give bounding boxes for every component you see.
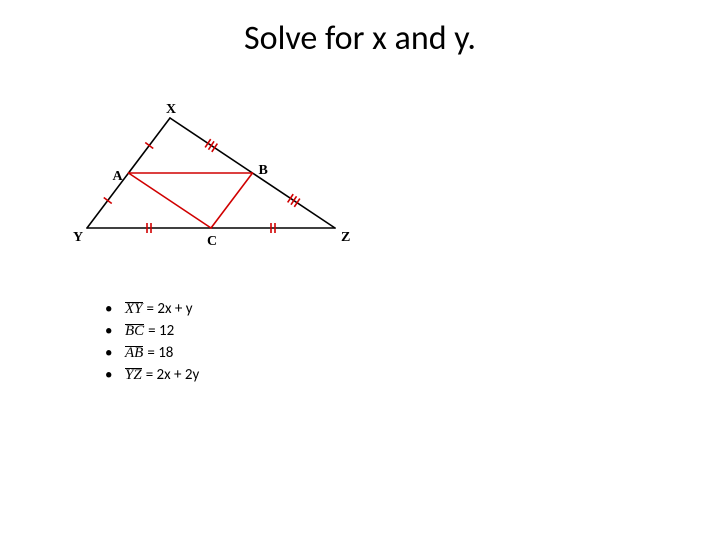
vertex-label-b: B	[259, 163, 268, 179]
bullet-icon: •	[105, 344, 125, 362]
vertex-label-a: A	[113, 169, 123, 185]
equations-list: • XY = 2x + y • BC = 12 • AB = 18 • YZ =…	[105, 300, 199, 388]
segment-name: XY	[125, 301, 143, 318]
equation-row: • BC = 12	[105, 322, 199, 340]
equation-row: • AB = 18	[105, 344, 199, 362]
equation-expr: = 2x + y	[147, 300, 193, 318]
equation-row: • XY = 2x + y	[105, 300, 199, 318]
segment-name: AB	[125, 345, 143, 362]
vertex-label-c: C	[207, 234, 217, 250]
page-title: Solve for x and y.	[0, 18, 720, 59]
bullet-icon: •	[105, 366, 125, 384]
equation-expr: = 2x + 2y	[146, 366, 200, 384]
vertex-label-z: Z	[341, 230, 350, 246]
segment-name: BC	[125, 323, 144, 340]
equation-row: • YZ = 2x + 2y	[105, 366, 199, 384]
vertex-label-x: X	[166, 102, 176, 118]
equation-expr: = 12	[148, 322, 174, 340]
bullet-icon: •	[105, 322, 125, 340]
equation-expr: = 18	[147, 344, 173, 362]
segment-name: YZ	[125, 367, 142, 384]
vertex-label-y: Y	[73, 230, 83, 246]
bullet-icon: •	[105, 300, 125, 318]
triangle-diagram: XYZABC	[75, 110, 355, 260]
